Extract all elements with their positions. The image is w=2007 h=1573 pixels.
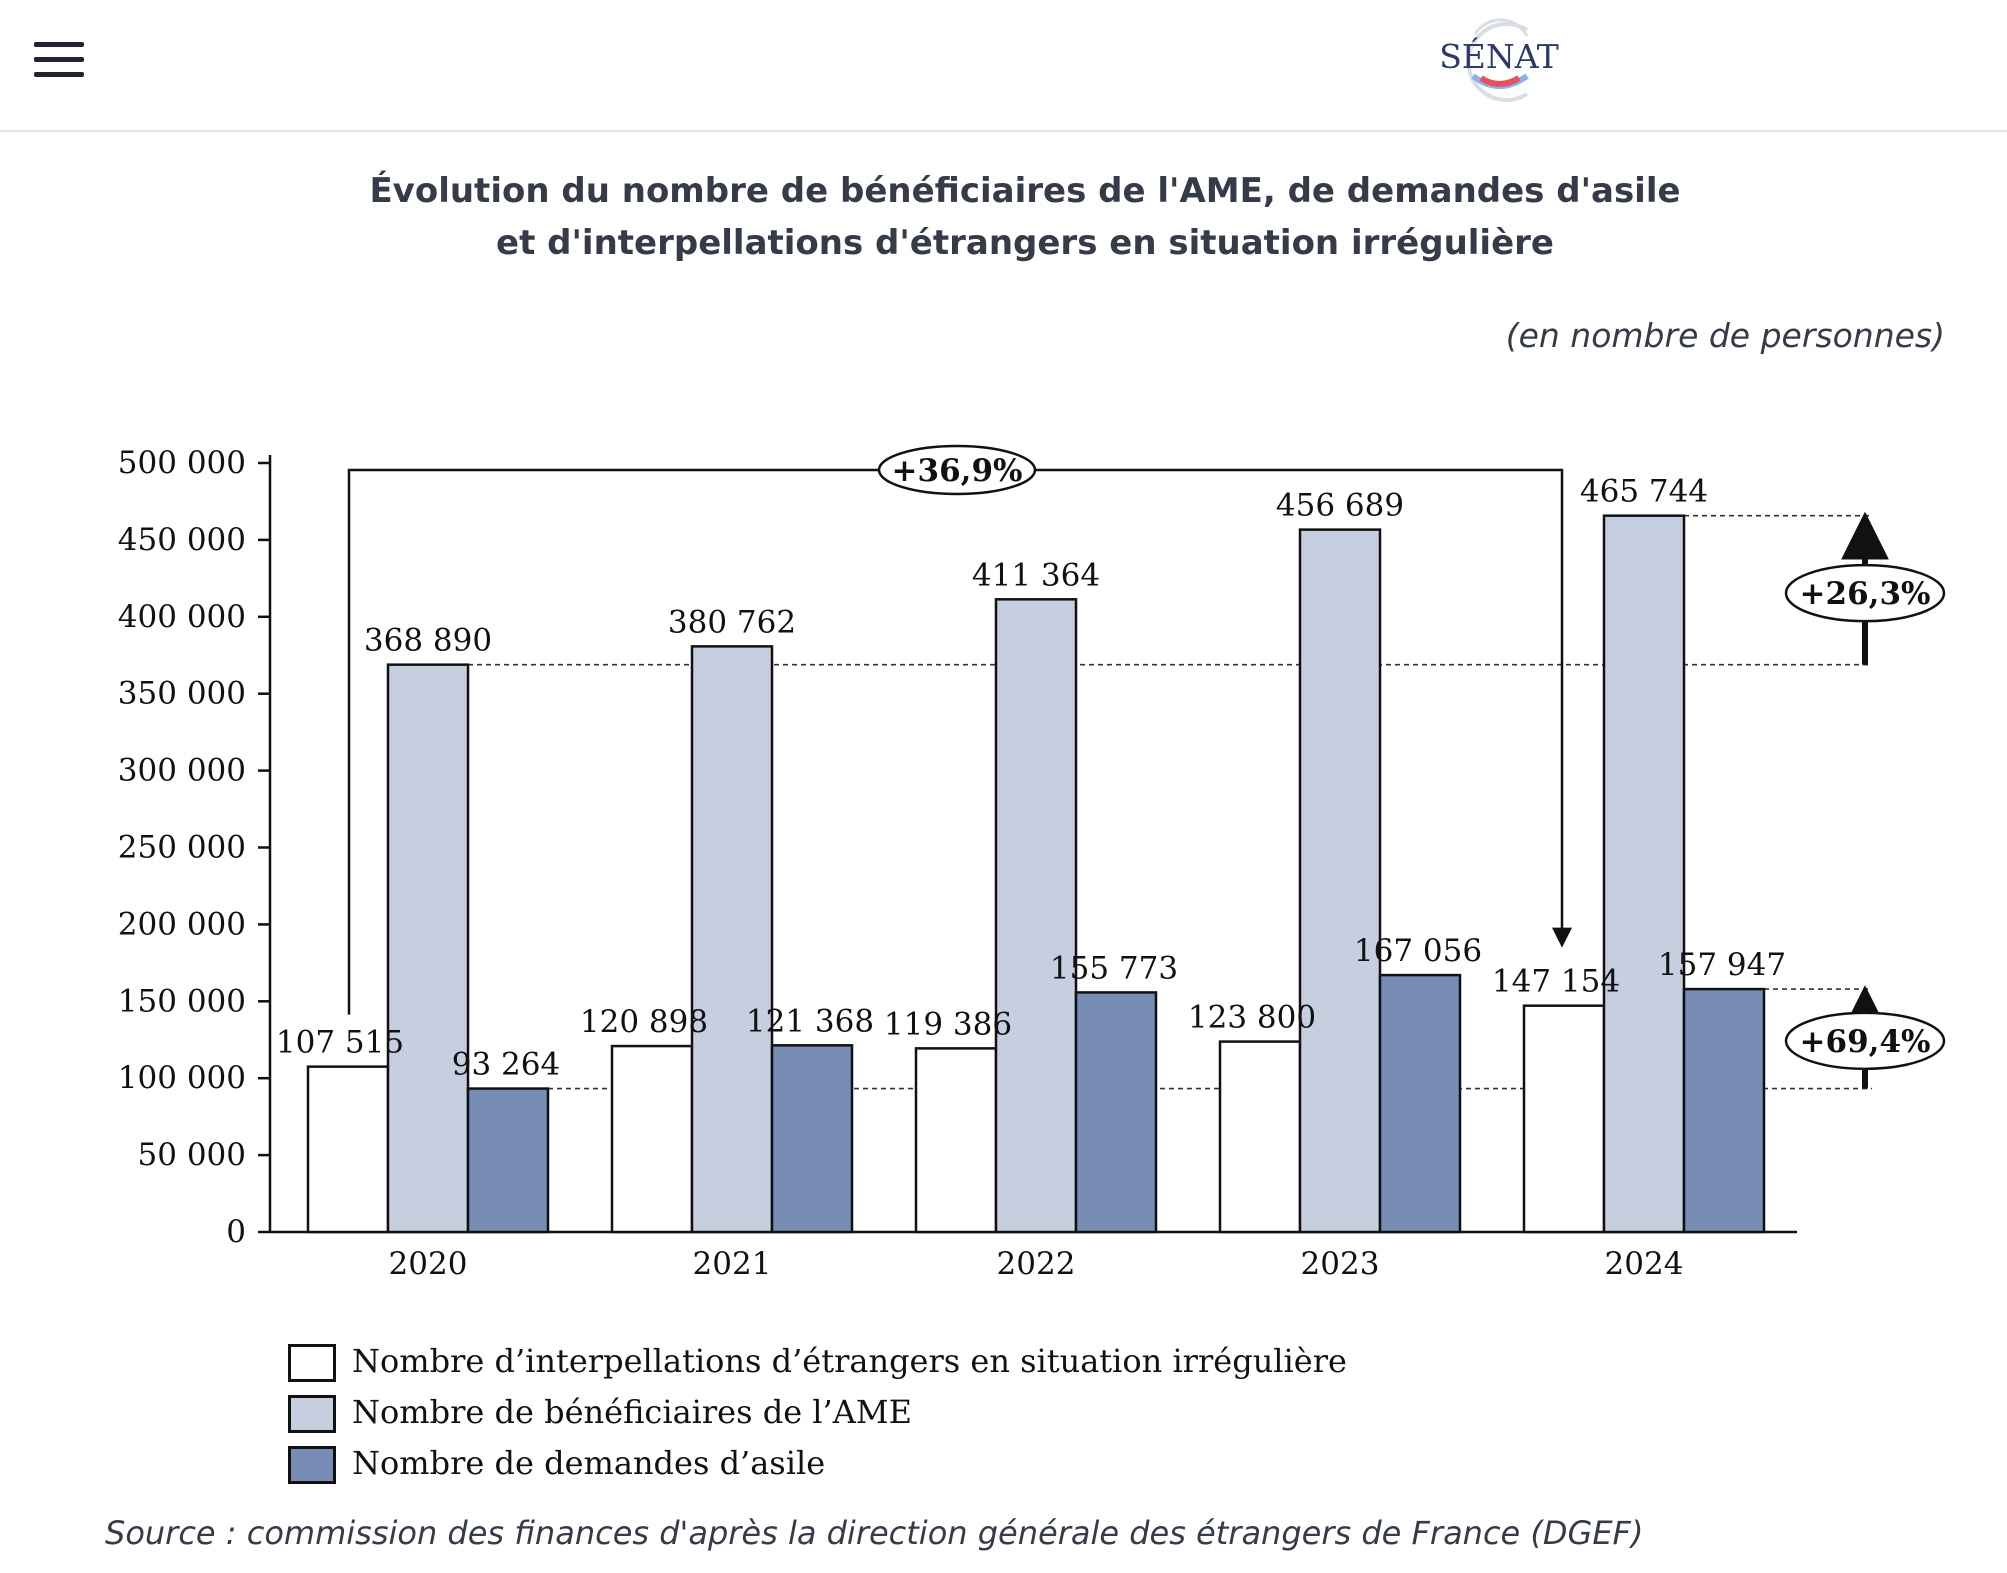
hamburger-menu-icon[interactable] <box>34 38 86 82</box>
legend-label: Nombre de bénéficiaires de l’AME <box>352 1393 912 1431</box>
data-label: 120 898 <box>580 1004 708 1040</box>
bar <box>770 1044 854 1234</box>
x-tick-label: 2024 <box>1605 1246 1684 1282</box>
menu-bar <box>34 42 84 47</box>
growth-badge-interpellations-label: +36,9% <box>892 453 1023 489</box>
data-label: 93 264 <box>452 1047 560 1083</box>
growth-badge-asile-label: +69,4% <box>1800 1024 1931 1060</box>
legend-swatch <box>288 1446 336 1484</box>
bar <box>306 1065 390 1234</box>
x-tick-label: 2022 <box>997 1246 1076 1282</box>
unit-label: (en nombre de personnes) <box>1505 316 1945 355</box>
senat-logo[interactable]: SÉNAT <box>1435 6 1565 118</box>
legend-label: Nombre d’interpellations d’étrangers en … <box>352 1342 1347 1380</box>
menu-bar <box>34 72 84 77</box>
data-label: 380 762 <box>668 604 796 640</box>
bar <box>1298 528 1382 1234</box>
data-label: 368 890 <box>364 623 492 659</box>
source-note: Source : commission des finances d'après… <box>105 1514 1644 1552</box>
data-label: 123 800 <box>1188 1000 1316 1036</box>
x-tick-label: 2020 <box>389 1246 468 1282</box>
legend-swatch <box>288 1395 336 1433</box>
y-tick-label: 100 000 <box>118 1060 246 1096</box>
bar-chart: 0 50 000 100 000 150 000 200 000 250 000 300 0… <box>118 444 1946 1282</box>
chart-title: Évolution du nombre de bénéficiaires de … <box>250 165 1800 269</box>
y-tick-label: 150 000 <box>118 983 246 1019</box>
y-tick-label: 0 <box>226 1214 246 1250</box>
data-label: 157 947 <box>1658 947 1786 983</box>
bar <box>1602 514 1686 1234</box>
bar <box>610 1044 694 1234</box>
x-tick-label: 2021 <box>693 1246 772 1282</box>
data-label: 147 154 <box>1492 964 1620 1000</box>
growth-badge-asile-ellipse <box>1784 1011 1946 1071</box>
bar <box>466 1087 550 1234</box>
growth-badge-ame-label: +26,3% <box>1800 576 1931 612</box>
legend-swatch <box>288 1344 336 1382</box>
legend-label: Nombre de demandes d’asile <box>352 1444 826 1482</box>
y-tick-label: 200 000 <box>118 906 246 942</box>
y-tick-label: 350 000 <box>118 676 246 712</box>
bar <box>914 1047 998 1234</box>
bar <box>386 663 470 1234</box>
title-line-1: Évolution du nombre de bénéficiaires de … <box>369 171 1681 211</box>
growth-badge-interpellations-ellipse <box>877 444 1037 496</box>
site-header: SÉNAT <box>0 0 2007 132</box>
data-label: 465 744 <box>1580 474 1708 510</box>
data-label: 411 364 <box>972 557 1100 593</box>
bar <box>690 645 774 1234</box>
y-tick-label: 300 000 <box>118 753 246 789</box>
menu-bar <box>34 57 84 62</box>
logo-text: SÉNAT <box>1439 36 1559 76</box>
growth-badge-ame-ellipse <box>1784 563 1946 623</box>
data-label: 155 773 <box>1050 950 1178 986</box>
y-tick-label: 50 000 <box>138 1137 246 1173</box>
data-label: 456 689 <box>1276 488 1404 524</box>
bar <box>1218 1040 1302 1234</box>
x-tick-label: 2023 <box>1301 1246 1380 1282</box>
data-label: 107 515 <box>276 1025 404 1061</box>
bar <box>994 598 1078 1234</box>
y-tick-label: 500 000 <box>118 445 246 481</box>
title-line-2: et d'interpellations d'étrangers en situ… <box>496 223 1554 263</box>
data-label: 119 386 <box>884 1006 1012 1042</box>
data-label: 121 368 <box>746 1003 874 1039</box>
y-tick-label: 250 000 <box>118 830 246 866</box>
bar <box>1522 1004 1606 1234</box>
y-tick-label: 450 000 <box>118 522 246 558</box>
data-label: 167 056 <box>1354 933 1482 969</box>
bar <box>1074 991 1158 1234</box>
bar <box>1378 973 1462 1234</box>
y-tick-label: 400 000 <box>118 599 246 635</box>
bar <box>1682 987 1766 1234</box>
